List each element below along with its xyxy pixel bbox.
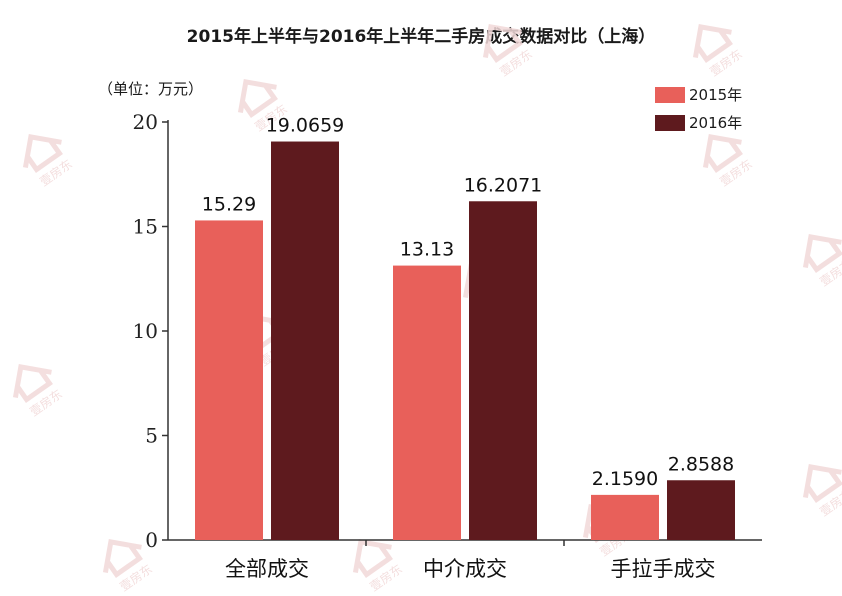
data-label: 2.8588 xyxy=(668,453,734,475)
watermark-text: 壹房东 xyxy=(707,46,745,79)
watermark-text: 壹房东 xyxy=(717,156,755,189)
watermark-text: 壹房东 xyxy=(497,46,535,79)
data-label: 2.1590 xyxy=(592,468,658,490)
legend-swatch-2016 xyxy=(655,114,685,131)
watermark-logo-icon xyxy=(22,133,63,173)
watermark-logo-icon xyxy=(702,133,743,173)
legend-item-2015: 2015年 xyxy=(655,84,742,105)
watermark-logo-icon xyxy=(237,78,278,118)
bar-2015 xyxy=(195,220,263,540)
bar-2016 xyxy=(469,201,537,540)
bar-2016 xyxy=(271,141,339,540)
y-tick-label: 15 xyxy=(133,215,158,239)
y-tick-label: 10 xyxy=(133,319,158,343)
watermark: 壹房东 xyxy=(802,463,842,519)
watermark: 壹房东 xyxy=(692,23,745,79)
data-label: 16.2071 xyxy=(464,174,543,196)
watermark-text: 壹房东 xyxy=(27,386,65,419)
watermark: 壹房东 xyxy=(482,23,535,79)
watermark: 壹房东 xyxy=(237,78,290,134)
legend-label-2015: 2015年 xyxy=(689,86,743,104)
category-label: 手拉手成交 xyxy=(611,557,716,581)
watermark: 壹房东 xyxy=(802,233,842,289)
bar-2015 xyxy=(393,265,461,540)
category-label: 中介成交 xyxy=(423,557,507,581)
y-tick-label: 20 xyxy=(133,110,158,134)
watermark-logo-icon xyxy=(12,363,53,403)
watermark-logo-icon xyxy=(692,23,733,63)
legend-label-2016: 2016年 xyxy=(689,114,743,132)
data-label: 19.0659 xyxy=(266,115,345,137)
watermark-logo-icon xyxy=(802,233,842,273)
y-tick-label: 5 xyxy=(145,424,158,448)
watermark-text: 壹房东 xyxy=(117,561,155,594)
bar-2015 xyxy=(591,494,659,540)
watermark-logo-icon xyxy=(102,538,143,578)
legend-item-2016: 2016年 xyxy=(655,112,742,133)
watermark-text: 壹房东 xyxy=(37,156,75,189)
unit-label: （单位：万元） xyxy=(98,80,204,98)
bar-2016 xyxy=(667,480,735,540)
watermark-logo-icon xyxy=(802,463,842,503)
legend-swatch-2015 xyxy=(655,86,685,103)
data-label: 15.29 xyxy=(202,193,256,215)
watermark: 壹房东 xyxy=(702,133,755,189)
watermark-text: 壹房东 xyxy=(367,561,405,594)
watermark-logo-icon xyxy=(482,23,523,63)
watermark: 壹房东 xyxy=(22,133,75,189)
watermark: 壹房东 xyxy=(12,363,65,419)
chart-title: 2015年上半年与2016年上半年二手房成交数据对比（上海） xyxy=(186,27,656,47)
data-label: 13.13 xyxy=(400,239,454,261)
category-label: 全部成交 xyxy=(225,557,309,581)
watermark-logo-icon xyxy=(352,538,393,578)
y-tick-label: 0 xyxy=(145,528,158,552)
